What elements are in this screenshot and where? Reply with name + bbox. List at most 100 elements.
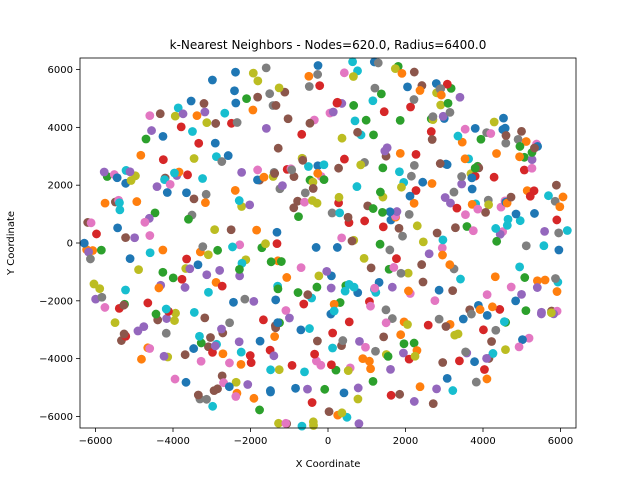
data-point [378,207,387,217]
data-point [482,353,491,363]
data-point [438,250,447,260]
data-point [189,344,199,353]
data-point [432,228,442,238]
data-point [300,188,310,198]
y-tick-label: 4000 [48,123,73,134]
data-point [230,186,240,195]
data-point [308,417,318,427]
data-point [438,111,448,121]
data-point [199,99,209,108]
data-point [515,152,524,162]
data-point [436,90,446,100]
data-point [161,304,171,314]
data-point [155,109,165,119]
data-point [554,228,564,238]
data-point [532,283,542,292]
data-point [442,373,452,383]
data-point [397,182,406,192]
data-point [281,306,291,315]
data-point [381,305,391,315]
data-point [470,163,480,173]
data-point [423,320,433,330]
data-point [140,217,150,227]
data-point [121,233,130,242]
data-point [184,214,193,224]
data-point [307,398,317,407]
data-point [312,198,322,208]
data-point [189,194,199,204]
data-point [518,335,527,345]
data-point [457,172,467,181]
data-point [344,317,354,327]
data-point [527,155,537,165]
data-point [500,123,510,133]
y-tick-label: −2000 [39,296,73,307]
data-point [370,83,380,93]
data-point [513,135,523,144]
data-point [313,168,323,178]
data-point [245,200,255,210]
data-point [415,86,425,95]
x-tick-label: −6000 [79,436,113,447]
data-point [231,392,241,401]
data-point [218,349,228,359]
data-point [370,283,380,293]
data-point [125,254,135,264]
data-point [395,389,405,399]
data-point [470,123,480,133]
data-point [210,341,220,351]
y-tick-label: −4000 [39,354,73,365]
data-point [349,72,358,81]
data-point [479,325,488,335]
data-point [327,208,337,218]
data-point [544,191,553,201]
data-point [173,103,183,113]
data-point [437,243,447,253]
data-point [315,81,325,91]
data-point [202,270,212,280]
data-point [555,202,565,212]
data-point [235,240,245,250]
data-point [428,112,438,122]
data-point [136,150,146,160]
data-point [334,192,344,202]
data-point [86,218,96,228]
x-tick-label: −4000 [156,436,190,447]
data-point [152,182,162,192]
data-point [435,159,445,168]
data-point [398,231,407,241]
data-point [392,207,402,216]
data-point [196,356,206,366]
y-tick-label: 6000 [48,65,73,76]
data-point [442,160,452,170]
data-point [514,342,524,352]
data-point [234,196,244,205]
x-axis-label: X Coordinate [296,459,361,470]
data-point [287,360,297,370]
data-point [491,325,501,335]
data-point [338,336,348,345]
data-point [387,314,397,323]
data-point [99,167,109,177]
data-point [303,384,312,394]
data-point [354,419,364,429]
data-point [480,365,489,374]
data-point [314,271,324,281]
data-point [299,299,309,309]
data-point [208,401,218,411]
data-point [283,114,293,124]
data-point [396,330,406,340]
y-axis-label: Y Coordinate [6,211,17,276]
data-point [273,318,283,328]
data-point [236,359,246,369]
data-point [405,191,415,201]
data-point [458,314,468,324]
data-point [552,287,562,296]
data-point [436,100,446,110]
data-point [213,245,223,255]
x-tick-label: 0 [325,436,331,447]
data-point [201,189,211,199]
data-point [411,150,421,159]
data-point [442,79,452,89]
data-point [289,172,299,181]
